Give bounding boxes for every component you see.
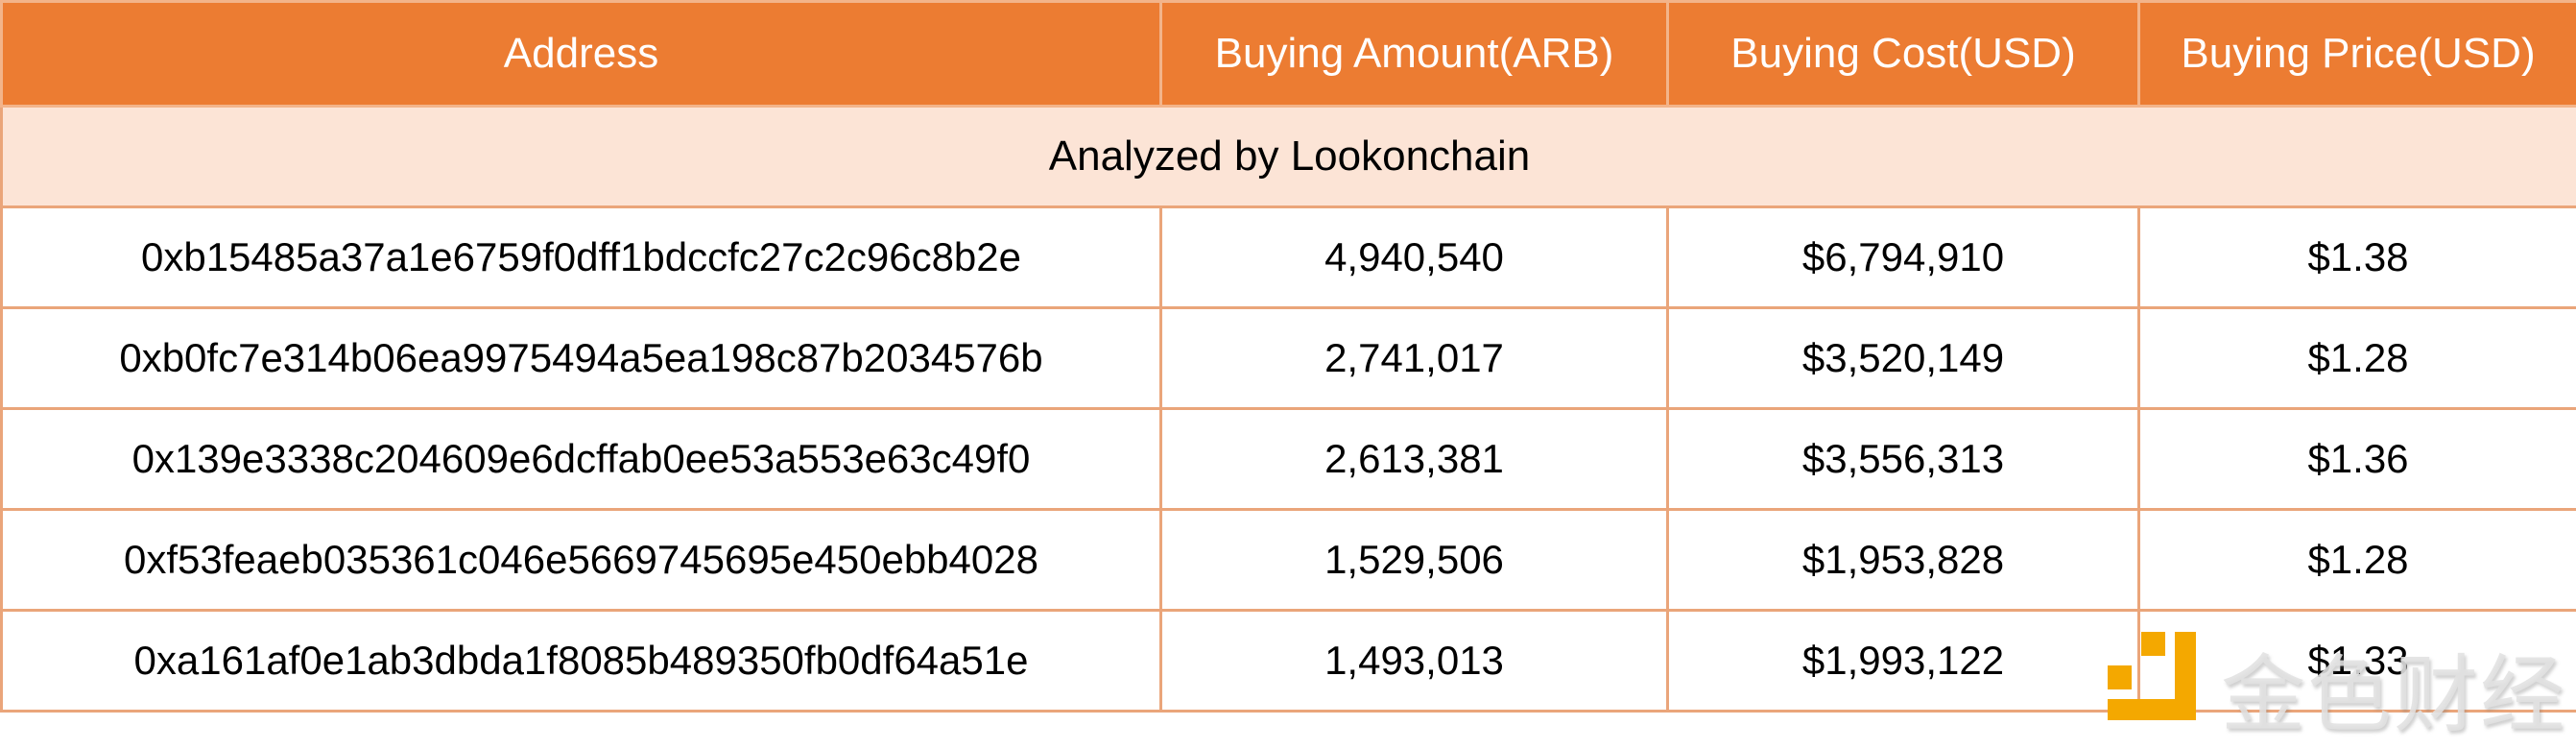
- amount-cell: 4,940,540: [1161, 207, 1668, 308]
- price-cell: $1.33: [2139, 611, 2576, 712]
- header-buying-amount: Buying Amount(ARB): [1161, 2, 1668, 107]
- amount-cell: 1,493,013: [1161, 611, 1668, 712]
- table-row: 0xb0fc7e314b06ea9975494a5ea198c87b203457…: [2, 308, 2576, 409]
- cost-cell: $3,556,313: [1668, 409, 2139, 510]
- cost-cell: $1,993,122: [1668, 611, 2139, 712]
- table-row: 0x139e3338c204609e6dcffab0ee53a553e63c49…: [2, 409, 2576, 510]
- header-row: Address Buying Amount(ARB) Buying Cost(U…: [2, 2, 2576, 107]
- price-cell: $1.38: [2139, 207, 2576, 308]
- header-address: Address: [2, 2, 1161, 107]
- price-cell: $1.28: [2139, 510, 2576, 611]
- address-cell: 0x139e3338c204609e6dcffab0ee53a553e63c49…: [2, 409, 1161, 510]
- cost-cell: $1,953,828: [1668, 510, 2139, 611]
- address-cell: 0xf53feaeb035361c046e5669745695e450ebb40…: [2, 510, 1161, 611]
- price-cell: $1.28: [2139, 308, 2576, 409]
- address-cell: 0xb0fc7e314b06ea9975494a5ea198c87b203457…: [2, 308, 1161, 409]
- header-buying-cost: Buying Cost(USD): [1668, 2, 2139, 107]
- banner-row: Analyzed by Lookonchain: [2, 107, 2576, 207]
- table-row: 0xf53feaeb035361c046e5669745695e450ebb40…: [2, 510, 2576, 611]
- address-cell: 0xb15485a37a1e6759f0dff1bdccfc27c2c96c8b…: [2, 207, 1161, 308]
- table-row: 0xb15485a37a1e6759f0dff1bdccfc27c2c96c8b…: [2, 207, 2576, 308]
- table-row: 0xa161af0e1ab3dbda1f8085b489350fb0df64a5…: [2, 611, 2576, 712]
- price-cell: $1.36: [2139, 409, 2576, 510]
- cost-cell: $3,520,149: [1668, 308, 2139, 409]
- analyzed-by-banner: Analyzed by Lookonchain: [2, 107, 2576, 207]
- cost-cell: $6,794,910: [1668, 207, 2139, 308]
- amount-cell: 1,529,506: [1161, 510, 1668, 611]
- arb-buyers-table: Address Buying Amount(ARB) Buying Cost(U…: [0, 0, 2576, 713]
- header-buying-price: Buying Price(USD): [2139, 2, 2576, 107]
- address-cell: 0xa161af0e1ab3dbda1f8085b489350fb0df64a5…: [2, 611, 1161, 712]
- amount-cell: 2,741,017: [1161, 308, 1668, 409]
- amount-cell: 2,613,381: [1161, 409, 1668, 510]
